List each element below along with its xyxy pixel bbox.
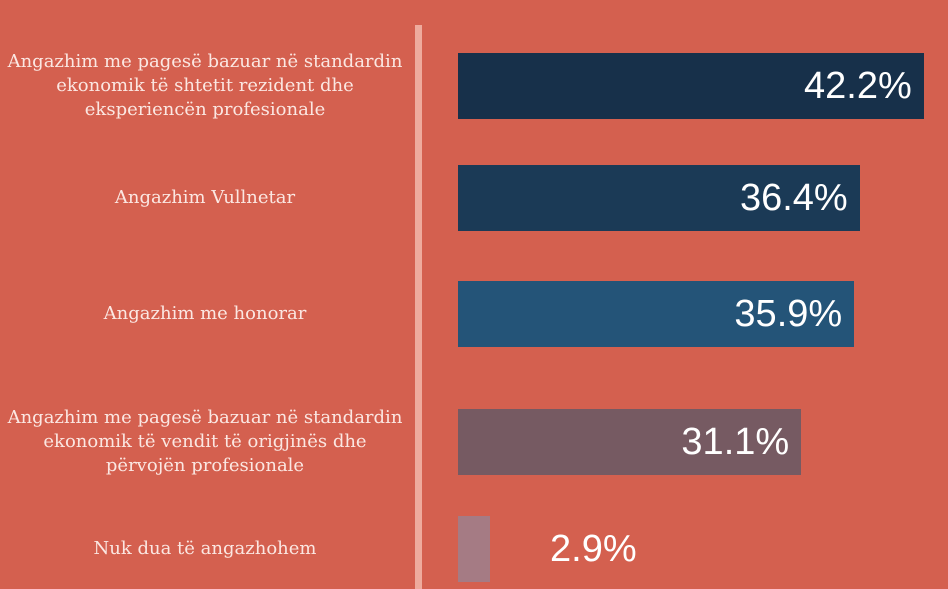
category-label: Nuk dua të angazhohem <box>93 538 317 559</box>
bar <box>458 516 491 582</box>
category-label: Angazhim me honorar <box>103 303 307 324</box>
value-label: 36.4% <box>739 177 848 219</box>
category-label: Angazhim Vullnetar <box>114 187 296 208</box>
value-label: 42.2% <box>804 65 912 107</box>
value-label: 2.9% <box>550 528 637 570</box>
value-label: 31.1% <box>681 421 790 463</box>
bar <box>458 409 802 475</box>
bar <box>458 281 855 347</box>
bar <box>458 165 860 231</box>
value-label: 35.9% <box>734 293 843 335</box>
category-label: Angazhim me pagesë bazuar në standardin … <box>7 407 403 476</box>
category-label: Angazhim me pagesë bazuar në standardin … <box>7 51 403 120</box>
divider <box>415 25 422 589</box>
bar <box>458 53 924 119</box>
